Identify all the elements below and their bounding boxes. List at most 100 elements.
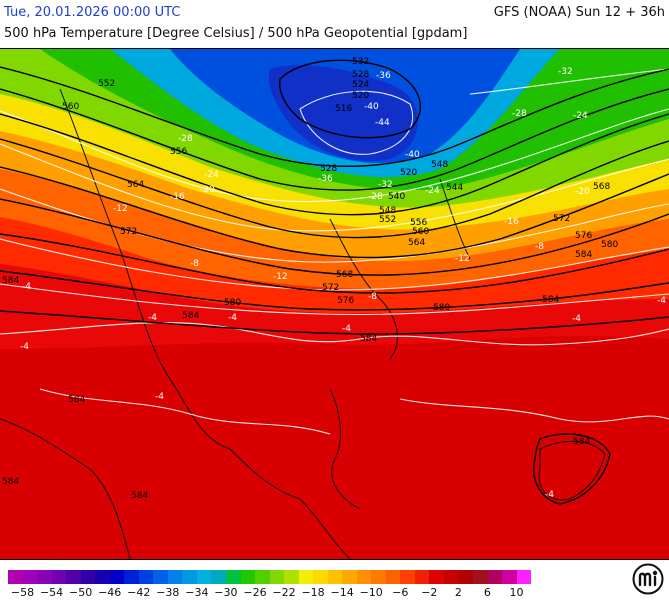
temp-label: -36 [376, 71, 391, 81]
gph-label: 564 [127, 180, 144, 190]
colorbar-tick-label: −22 [272, 586, 296, 599]
gph-label: 556 [170, 147, 187, 157]
temp-label: -12 [273, 272, 288, 282]
gph-label: 560 [62, 102, 79, 112]
colorbar-swatch [516, 570, 532, 584]
temperature-label-layer: -36 -40 -44 -40 -36 -32 -28 -24 -28 -24 … [20, 67, 666, 500]
colorbar-swatch [458, 570, 473, 584]
colorbar-swatch [414, 570, 430, 584]
colorbar-swatch [342, 570, 357, 584]
colorbar-swatch [400, 570, 415, 584]
colorbar-swatch [371, 570, 386, 584]
gph-label: 584 [182, 311, 199, 321]
colorbar-tick-label: −54 [39, 586, 64, 599]
gph-label: 580 [224, 298, 241, 308]
gph-label: 532 [352, 57, 369, 67]
temp-label: -16 [504, 217, 519, 227]
gph-label: 520 [352, 91, 369, 101]
gph-label: 544 [446, 183, 463, 193]
gph-label: 568 [336, 270, 353, 280]
gph-label: 560 [412, 227, 429, 237]
temp-label: -4 [572, 314, 581, 324]
colorbar-swatch [473, 570, 488, 584]
temp-label: -12 [113, 204, 128, 214]
gph-label: 580 [433, 303, 450, 313]
colorbar-swatch [255, 570, 270, 584]
colorbar-swatch [124, 570, 139, 584]
colorbar-tick-label: 6 [483, 586, 491, 599]
header-top-row: Tue, 20.01.2026 00:00 UTC GFS (NOAA) Sun… [4, 5, 665, 23]
temp-label: -12 [455, 254, 470, 264]
gph-label: 552 [98, 79, 115, 89]
temp-label: -40 [405, 150, 420, 160]
colorbar-tick-label: 2 [454, 586, 462, 599]
colorbar-tick-label: −34 [185, 586, 209, 599]
temp-label: -24 [573, 111, 588, 121]
meteologix-m-logo[interactable] [632, 563, 664, 595]
temp-label: -36 [318, 174, 333, 184]
temp-label: -44 [375, 118, 390, 128]
gph-label: 580 [601, 240, 618, 250]
gph-label: 516 [335, 104, 352, 114]
temp-band-dark-red [0, 336, 669, 559]
temperature-colorbar [8, 570, 532, 584]
gph-label: 564 [408, 238, 425, 248]
gph-label: 584 [68, 395, 85, 405]
gph-label: 556 [410, 218, 427, 228]
model-run: GFS (NOAA) Sun 12 + 36h [493, 5, 665, 20]
colorbar-tick-label: −10 [359, 586, 383, 599]
temp-label: -4 [228, 313, 237, 323]
temp-label: -8 [535, 242, 544, 252]
colorbar-tick-label: −46 [98, 586, 122, 599]
gph-label: 568 [593, 182, 610, 192]
gph-label: 528 [352, 70, 369, 80]
parameter-title: 500 hPa Temperature [Degree Celsius] / 5… [4, 26, 468, 41]
colorbar-tick-label: −2 [421, 586, 438, 599]
gph-label: 584 [575, 250, 592, 260]
temperature-isotherms [0, 68, 669, 435]
temp-label: -32 [558, 67, 573, 77]
gph-label: 584 [131, 491, 148, 501]
temp-label: -4 [545, 490, 554, 500]
colorbar-swatch [51, 570, 67, 584]
colorbar-swatch [327, 570, 343, 584]
colorbar-swatch [269, 570, 285, 584]
colorbar-tick-label: −38 [156, 586, 180, 599]
gph-label: 548 [431, 160, 448, 170]
temp-label: -8 [190, 259, 199, 269]
colorbar-tick-labels: −58 −54 −50 −46 −42 −38 −34 −30 −26 −22 −18 −14 −10−… [8, 586, 531, 600]
gph-label: 584 [2, 477, 19, 487]
colorbar-swatch [138, 570, 154, 584]
temp-label: -4 [657, 296, 666, 306]
colorbar-swatch [284, 570, 299, 584]
gph-label: 584 [360, 334, 377, 344]
gph-label: 520 [400, 168, 417, 178]
temp-label: -16 [170, 192, 185, 202]
colorbar-swatch [80, 570, 96, 584]
colorbar-tick-label: −6 [392, 586, 409, 599]
colorbar-swatch [502, 570, 517, 584]
colorbar-swatch [66, 570, 81, 584]
colorbar-tick-label: −26 [243, 586, 267, 599]
gph-label: 528 [320, 164, 337, 174]
temp-label: -28 [368, 192, 383, 202]
temp-label: -4 [20, 342, 29, 352]
colorbar-swatch [95, 570, 110, 584]
geopotential-label-layer: 532 528 524 520 516 528 520 552 560 556 … [2, 57, 618, 501]
colorbar-tick-label: −42 [127, 586, 151, 599]
colorbar-swatch [443, 570, 459, 584]
weather-map[interactable]: 532 528 524 520 516 528 520 552 560 556 … [0, 48, 669, 560]
colorbar-swatch [225, 570, 241, 584]
gph-label: 572 [322, 283, 339, 293]
gph-label: 572 [553, 214, 570, 224]
valid-time: Tue, 20.01.2026 00:00 UTC [4, 5, 181, 20]
temp-label: -28 [178, 134, 193, 144]
temp-label: -24 [425, 186, 440, 196]
gph-label: 552 [379, 215, 396, 225]
colorbar-tick-label: 10 [509, 586, 524, 599]
colorbar-tick-label: −50 [69, 586, 93, 599]
colorbar-swatch [37, 570, 52, 584]
colorbar-tick-label: −58 [10, 586, 35, 599]
colorbar-swatch [487, 570, 503, 584]
coastlines [0, 88, 606, 559]
